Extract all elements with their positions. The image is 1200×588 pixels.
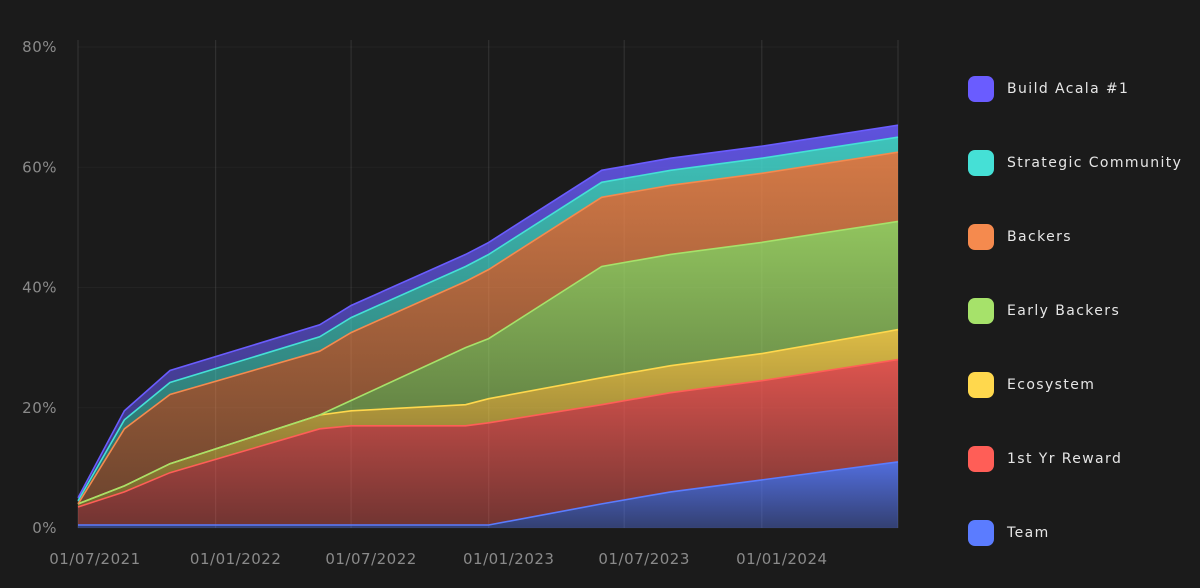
y-tick-label: 40% — [22, 279, 57, 297]
legend-label: Early Backers — [1007, 303, 1121, 319]
legend-item-backers[interactable]: Backers — [968, 200, 1182, 274]
area-backers — [78, 152, 898, 504]
y-tick-label: 80% — [22, 38, 57, 56]
legend-item-team[interactable]: Team — [968, 496, 1182, 570]
legend-swatch — [968, 224, 994, 250]
legend-swatch — [968, 372, 994, 398]
area-team — [78, 461, 898, 528]
legend-label: Strategic Community — [1007, 155, 1183, 171]
y-tick-label: 0% — [32, 519, 57, 537]
area-1st-yr-reward — [78, 359, 898, 525]
line-strategic-community — [77, 136, 899, 502]
legend-label: Ecosystem — [1007, 377, 1096, 393]
legend-item-ecosystem[interactable]: Ecosystem — [968, 348, 1182, 422]
legend-label: Build Acala #1 — [1007, 81, 1130, 97]
x-tick-label: 01/07/2023 — [598, 550, 689, 568]
legend-swatch — [968, 76, 994, 102]
x-tick-label: 01/01/2023 — [463, 550, 554, 568]
y-tick-label: 20% — [22, 399, 57, 417]
x-tick-label: 01/01/2022 — [190, 550, 281, 568]
chart-series-lines — [77, 124, 899, 526]
legend-swatch — [968, 520, 994, 546]
legend-label: Backers — [1007, 229, 1072, 245]
line-backers — [77, 151, 899, 505]
area-early-backers — [78, 221, 898, 504]
legend-item-strategic-community[interactable]: Strategic Community — [968, 126, 1182, 200]
line-1st-yr-reward — [77, 358, 899, 508]
chart-areas — [78, 125, 898, 528]
y-tick-label: 60% — [22, 158, 57, 176]
line-build-acala-1 — [77, 124, 899, 499]
x-tick-label: 01/01/2024 — [736, 550, 827, 568]
legend-item-build-acala-1[interactable]: Build Acala #1 — [968, 52, 1182, 126]
line-team — [78, 461, 899, 526]
area-ecosystem — [78, 329, 898, 507]
legend-item-early-backers[interactable]: Early Backers — [968, 274, 1182, 348]
line-early-backers — [77, 220, 899, 505]
x-tick-label: 01/07/2021 — [49, 550, 140, 568]
legend-label: 1st Yr Reward — [1007, 451, 1123, 467]
x-tick-label: 01/07/2022 — [325, 550, 416, 568]
legend-swatch — [968, 298, 994, 324]
legend-swatch — [968, 150, 994, 176]
legend-label: Team — [1007, 525, 1050, 541]
legend-item-1st-yr-reward[interactable]: 1st Yr Reward — [968, 422, 1182, 496]
x-axis-tick-labels: 01/07/2021 01/01/2022 01/07/2022 01/01/2023… — [49, 550, 827, 568]
legend-swatch — [968, 446, 994, 472]
chart-legend: Build Acala #1 Strategic Community Backers… — [968, 52, 1182, 570]
y-axis-tick-labels: 0% 20% 40% 60% 80% — [22, 38, 57, 537]
